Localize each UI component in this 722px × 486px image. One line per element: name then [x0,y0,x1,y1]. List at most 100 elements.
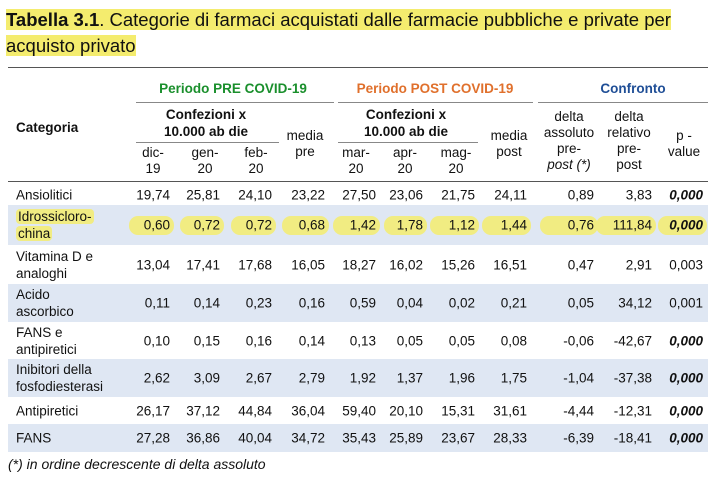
category-line1: Ansiolitici [16,187,73,202]
cell-value: 26,17 [136,403,170,418]
cell-value: 18,27 [342,257,376,272]
cell-value: 37,12 [186,403,220,418]
col-feb: feb- 20 [244,145,268,176]
table-cell: 0,08 [486,331,527,350]
row-category: Ansiolitici [16,186,136,203]
row-category: Vitamina D e analoghi [16,248,136,282]
table-cell: 0,003 [662,255,703,274]
cell-value: 2,79 [298,370,325,386]
table-cell: 0,05 [434,331,475,350]
table-cell: 24,10 [235,185,272,204]
cell-value: 0,72 [193,217,220,233]
cell-value: 0,15 [193,333,220,348]
table-cell: 26,17 [133,401,170,420]
table-cell: 0,000 [662,401,703,420]
period-post-header: Periodo POST COVID-19 [356,81,514,96]
row-category: Acido ascorbico [16,286,136,320]
cell-value: 0,89 [567,187,594,202]
cell-value: 23,22 [291,187,325,202]
cell-value: 0,14 [298,333,325,348]
conf-post-line2: 10.000 ab die [363,124,449,139]
table-row: Ansiolitici 19,74 25,81 24,10 23,22 27,50 23,0… [8,184,708,205]
table-cell: 20,10 [388,401,423,420]
table-cell: 25,89 [388,429,423,448]
category-line1: Acido [16,287,50,302]
cell-value: 44,84 [238,403,272,418]
table-cell: -42,67 [600,331,652,350]
table-cell: 1,42 [333,215,380,235]
table-cell: 23,06 [388,185,423,204]
table-cell: 27,28 [133,429,170,448]
table-cell: 0,59 [337,294,376,313]
row-category: FANS e antipiretici [16,324,136,358]
cell-value: 23,06 [389,187,423,202]
cell-value: 0,05 [396,333,423,348]
highlight-marker [430,215,479,235]
table-cell: 17,41 [184,255,220,274]
rule-confronto [538,102,708,103]
col-dic: dic- 19 [142,145,164,176]
table-row: Idrossicloro-china 0,60 0,72 0,72 0,68 1,42 1,… [8,205,708,245]
cell-value: 1,37 [396,370,423,386]
table-cell: 24,11 [486,185,527,204]
table-cell: 16,02 [388,255,423,274]
table-cell: 15,31 [434,401,475,420]
col-delta-relativo: delta relativo pre-post [607,109,651,172]
table-cell: 28,33 [486,429,527,448]
cell-value: 2,62 [143,370,170,386]
cell-value: 34,72 [291,430,325,446]
table-cell: 36,04 [286,401,325,420]
cell-value: 1,42 [349,217,376,233]
table-cell: 0,14 [286,331,325,350]
category-line1: Vitamina D e [16,248,94,264]
table-cell: -0,06 [544,331,594,350]
table-caption: Tabella 3.1. Categorie di farmaci acquis… [6,7,718,59]
conf-pre-line1: Confezioni x [165,107,247,122]
table-cell: 17,68 [235,255,272,274]
cell-value: 0,60 [143,217,170,233]
table-cell: 0,14 [184,294,220,313]
table-cell: 1,75 [486,369,527,388]
cell-value: 25,81 [186,187,220,202]
cell-value: 0,02 [448,295,475,311]
cell-value: 1,78 [396,217,423,233]
cell-value: 0,68 [298,217,325,233]
categoria-header: Categoria [16,120,79,135]
table-cell: 2,62 [133,369,170,388]
rule-pre [136,102,334,103]
highlight-marker [384,215,427,235]
cell-value: 3,09 [193,370,220,386]
category-line2: ascorbico [16,304,74,319]
table-cell: -1,04 [544,369,594,388]
table-row: Vitamina D e analoghi 13,04 17,41 17,68 16,05… [8,245,708,284]
cell-value: 19,74 [136,187,170,202]
category-line1: Inibitori della [16,362,92,377]
table-cell: 0,000 [662,429,703,448]
table-cell: 0,05 [388,331,423,350]
cell-value: -37,38 [613,370,652,386]
cell-value: 34,12 [618,295,652,311]
cell-value: 0,05 [567,295,594,311]
table-cell: 0,10 [133,331,170,350]
table-row: Antipiretici 26,17 37,12 44,84 36,04 59,40 20,… [8,397,708,424]
table-cell: 34,12 [600,294,652,313]
highlight-marker [596,215,656,235]
cell-value: 111,84 [612,217,652,233]
cell-value: 0,08 [500,333,527,348]
col-mar: mar- 20 [342,145,370,176]
table-cell: 0,23 [235,294,272,313]
table-cell: 23,67 [434,429,475,448]
conf-post-line1: Confezioni x [365,107,447,122]
cell-value: 27,28 [136,430,170,446]
cell-value: 0,23 [245,295,272,311]
cell-value: 15,26 [441,257,475,272]
category-line1: FANS e [16,324,63,340]
cell-value: 1,96 [448,370,475,386]
category-line1: Idrossicloro- [16,209,94,224]
table-cell: 37,12 [184,401,220,420]
cell-value: 0,76 [567,217,594,233]
cell-value: 0,16 [298,295,325,311]
table-cell: 0,72 [231,215,276,235]
cell-value: 25,89 [389,430,423,446]
cell-value: 1,92 [349,370,376,386]
